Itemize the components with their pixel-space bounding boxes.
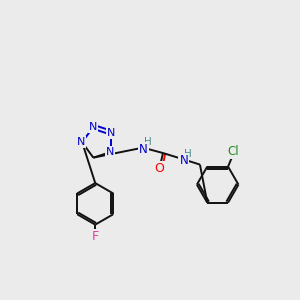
Text: H: H (184, 149, 191, 159)
Text: Cl: Cl (228, 146, 239, 158)
Text: O: O (154, 162, 164, 175)
Text: N: N (76, 137, 85, 147)
Text: N: N (106, 147, 114, 157)
Text: N: N (140, 143, 148, 156)
Text: N: N (179, 154, 188, 167)
Text: H: H (144, 137, 152, 147)
Text: N: N (107, 128, 116, 138)
Text: N: N (89, 122, 98, 132)
Text: F: F (92, 230, 99, 244)
